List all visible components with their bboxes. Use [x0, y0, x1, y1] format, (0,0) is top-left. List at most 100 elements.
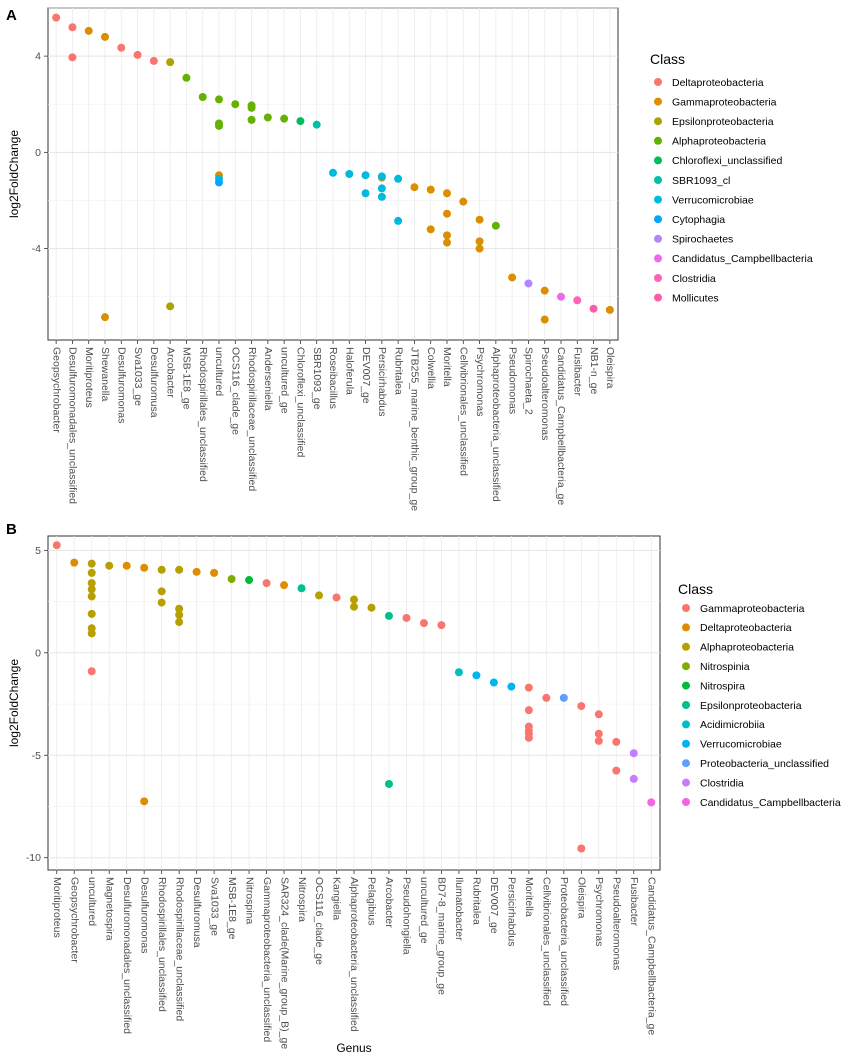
data-point	[594, 736, 603, 745]
legend-label: Proteobacteria_unclassified	[700, 758, 829, 770]
panel-a-x-axis: Geopsychrobacter Desulfuromonadales_uncla…	[50, 340, 616, 511]
x-tick-label: Alphaproteobacteria_unclassified	[490, 347, 502, 502]
x-tick-label: Oleispira	[604, 347, 616, 389]
x-tick-label: Moritella	[523, 877, 535, 917]
data-point	[175, 604, 184, 613]
panel-a-y-axis: -4 0 4	[32, 51, 48, 255]
panel-b-x-axis: Moritiproteus Geopsychrobacter uncultured M…	[51, 870, 657, 1049]
data-point	[166, 302, 175, 311]
x-tick-label: Nitrospira	[296, 877, 308, 922]
data-point	[52, 13, 61, 22]
legend-key	[654, 176, 662, 184]
data-point	[122, 561, 131, 570]
x-tick-label: uncultured	[213, 347, 225, 396]
x-tick-label: Colwellia	[425, 347, 437, 389]
legend-label: Verrucomicrobiae	[700, 739, 782, 751]
x-tick-label: Sva1033_ge	[132, 347, 144, 406]
data-point	[508, 273, 517, 282]
panel-b-x-label: Genus	[336, 1041, 371, 1055]
x-tick-label: Moritiproteus	[83, 347, 95, 408]
data-point	[589, 304, 598, 313]
y-tick-label: 0	[35, 647, 41, 659]
data-point	[227, 575, 236, 584]
data-point	[647, 798, 656, 807]
legend-label: Candidatus_Campbellbacteria	[700, 797, 841, 809]
data-point	[402, 613, 411, 622]
data-point	[605, 305, 614, 314]
x-tick-label: Psychromonas	[593, 877, 605, 946]
panel-b-points	[52, 541, 656, 853]
data-point	[524, 706, 533, 715]
legend-label: Epsilonproteobacteria	[700, 700, 802, 712]
data-point	[312, 120, 321, 129]
data-point	[394, 174, 403, 183]
data-point	[296, 117, 305, 126]
x-tick-label: Candidatus_Campbellbacteria_ge	[645, 877, 657, 1035]
legend-key	[682, 720, 690, 729]
data-point	[475, 237, 484, 246]
legend-key	[654, 156, 662, 165]
data-point	[87, 667, 96, 676]
panel-a-points	[52, 13, 614, 324]
x-tick-label: Fusibacter	[572, 347, 584, 397]
legend-key	[682, 778, 690, 787]
data-point	[101, 313, 109, 322]
x-tick-label: Desulfuromonadales_unclassified	[67, 347, 79, 504]
legend-label: Clostridia	[672, 273, 716, 285]
panel-b-grid	[48, 536, 660, 870]
data-point	[87, 585, 96, 594]
x-tick-label: Pseudomonas	[506, 347, 518, 414]
y-tick-label: 4	[35, 51, 41, 63]
data-point	[361, 189, 370, 198]
legend-key	[654, 234, 662, 243]
x-tick-label: Oleispira	[576, 877, 588, 919]
data-point	[437, 621, 446, 630]
legend-key	[682, 798, 690, 806]
data-point	[280, 581, 289, 590]
data-point	[149, 56, 158, 65]
legend-label: Alphaproteobacteria	[700, 642, 794, 654]
x-tick-label: Roseibacillus	[327, 347, 339, 409]
legend-key	[654, 274, 662, 282]
legend-key	[682, 739, 690, 748]
legend-key	[682, 662, 690, 671]
data-point	[524, 279, 533, 288]
x-tick-label: Pseudoalteromonas	[539, 347, 551, 440]
x-tick-label: Sva1033_ge	[208, 877, 220, 936]
data-point	[280, 114, 289, 123]
panel-a-grid	[48, 7, 618, 340]
x-tick-label: Magnetospira	[103, 877, 115, 941]
data-point	[87, 609, 96, 618]
data-point	[559, 693, 568, 702]
data-point	[133, 50, 142, 59]
data-point	[175, 618, 184, 627]
x-tick-label: Desulfuromonadales_unclassified	[121, 877, 133, 1034]
data-point	[540, 286, 549, 295]
legend-label: SBR1093_cl	[672, 175, 730, 187]
legend-label: Candidatus_Campbellbacteria	[672, 253, 813, 265]
data-point	[262, 579, 271, 588]
legend-key	[682, 759, 690, 768]
data-point	[540, 315, 549, 324]
data-point	[524, 733, 533, 742]
data-point	[231, 100, 240, 109]
x-tick-label: Fusibacter	[628, 877, 640, 927]
legend-label: Gammaproteobacteria	[700, 603, 805, 615]
panel-a: A -4 0 4 Geopsychrobacter Desulfuromonadale…	[6, 7, 813, 511]
data-point	[419, 619, 428, 628]
data-point	[87, 579, 96, 588]
data-point	[215, 178, 223, 187]
data-point	[472, 671, 481, 680]
data-point	[377, 184, 386, 193]
legend-label: Nitrospira	[700, 680, 745, 692]
data-point	[361, 171, 370, 180]
x-tick-label: Persicirhabdus	[376, 347, 388, 416]
data-point	[459, 197, 468, 206]
data-point	[507, 682, 516, 691]
data-point	[263, 113, 272, 122]
x-tick-label: Persicirhabdus	[506, 877, 518, 946]
y-tick-label: -10	[26, 852, 41, 864]
x-tick-label: Kangiella	[331, 877, 343, 920]
panel-a-y-label: log2FoldChange	[7, 130, 21, 218]
